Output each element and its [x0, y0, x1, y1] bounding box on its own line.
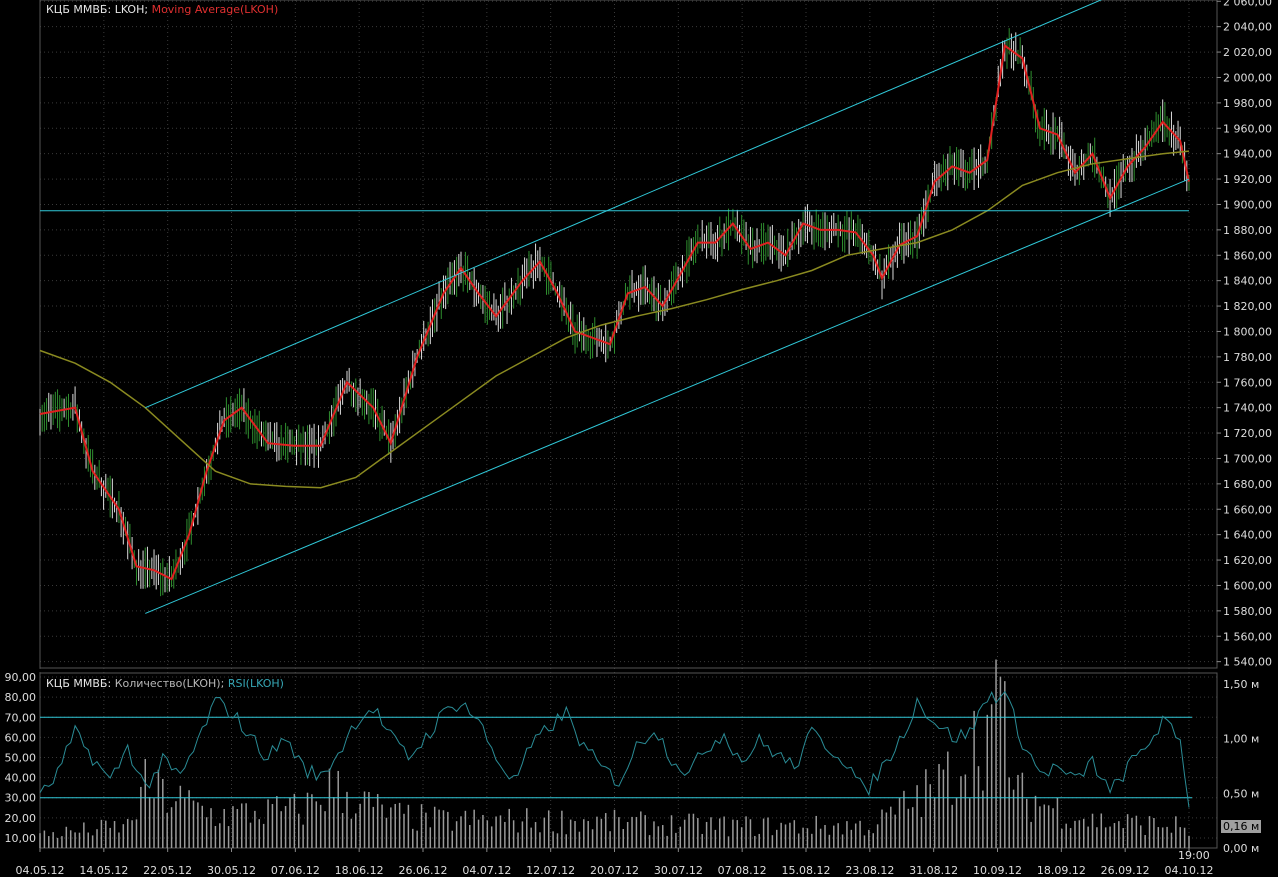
x-tick-label: 23.08.12	[845, 864, 894, 877]
y-tick-label: 1 880,00	[1223, 224, 1272, 237]
y-tick-label: 1 800,00	[1223, 325, 1272, 338]
x-tick-label: 04.07.12	[462, 864, 511, 877]
y-tick-label: 2 020,00	[1223, 46, 1272, 59]
y-tick-label: 1 840,00	[1223, 275, 1272, 288]
price-legend-ma: Moving Average(LKOH)	[151, 3, 279, 16]
y-tick-label: 2 000,00	[1223, 71, 1272, 84]
lower-legend: КЦБ ММВБ: Количество(LKOH); RSI(LKOH)	[46, 677, 284, 690]
volume-tick-label: 1,50 м	[1223, 678, 1259, 691]
lower-legend-source: КЦБ ММВБ:	[46, 677, 112, 690]
price-legend: КЦБ ММВБ: LKOH; Moving Average(LKOH)	[46, 3, 278, 16]
price-panel-frame	[39, 0, 1218, 669]
y-tick-label: 1 740,00	[1223, 402, 1272, 415]
x-tick-label: 30.05.12	[207, 864, 256, 877]
rsi-tick-label: 70,00	[5, 711, 37, 724]
x-tick-label: 30.07.12	[654, 864, 703, 877]
time-marker: 19:00	[1178, 849, 1210, 862]
y-tick-label: 1 560,00	[1223, 630, 1272, 643]
y-tick-label: 1 860,00	[1223, 249, 1272, 262]
y-tick-label: 1 940,00	[1223, 148, 1272, 161]
rsi-tick-label: 60,00	[5, 731, 37, 744]
grid	[39, 0, 1217, 848]
volume-tick-label: 1,00 м	[1223, 733, 1259, 746]
y-tick-label: 1 960,00	[1223, 122, 1272, 135]
axes	[39, 0, 1221, 852]
x-tick-label: 31.08.12	[909, 864, 958, 877]
x-tick-label: 10.09.12	[973, 864, 1022, 877]
x-tick-label: 07.08.12	[718, 864, 767, 877]
y-tick-label: 1 640,00	[1223, 529, 1272, 542]
x-tick-label: 22.05.12	[143, 864, 192, 877]
ma-fast-line	[39, 43, 1190, 581]
x-tick-label: 07.06.12	[271, 864, 320, 877]
channel-line-channel_lower	[145, 178, 1190, 614]
y-tick-label: 1 980,00	[1223, 97, 1272, 110]
y-tick-label: 1 580,00	[1223, 605, 1272, 618]
y-tick-label: 1 900,00	[1223, 198, 1272, 211]
x-tick-label: 26.06.12	[399, 864, 448, 877]
y-tick-label: 1 620,00	[1223, 554, 1272, 567]
price-legend-source: КЦБ ММВБ:	[46, 3, 112, 16]
y-tick-label: 1 540,00	[1223, 656, 1272, 669]
y-tick-label: 1 700,00	[1223, 452, 1272, 465]
volume-last-value: 0,16 м	[1221, 820, 1262, 833]
x-tick-label: 12.07.12	[526, 864, 575, 877]
y-tick-label: 1 600,00	[1223, 579, 1272, 592]
series-lines	[39, 0, 1192, 848]
price-legend-series: LKOH;	[114, 3, 149, 16]
rsi-tick-label: 20,00	[5, 812, 37, 825]
x-tick-label: 04.10.12	[1165, 864, 1214, 877]
rsi-line	[39, 690, 1190, 808]
rsi-tick-label: 50,00	[5, 751, 37, 764]
lower-legend-rsi: RSI(LKOH)	[227, 677, 284, 690]
y-tick-label: 1 780,00	[1223, 351, 1272, 364]
rsi-tick-label: 90,00	[5, 671, 37, 684]
y-tick-label: 1 820,00	[1223, 300, 1272, 313]
y-tick-label: 2 060,00	[1223, 0, 1272, 8]
y-tick-label: 1 720,00	[1223, 427, 1272, 440]
lower-legend-volume: Количество(LKOH);	[114, 677, 225, 690]
y-tick-label: 2 040,00	[1223, 21, 1272, 34]
rsi-tick-label: 10,00	[5, 832, 37, 845]
rsi-tick-label: 30,00	[5, 792, 37, 805]
volume-tick-label: 0,00 м	[1223, 842, 1259, 855]
y-tick-label: 1 660,00	[1223, 503, 1272, 516]
channel-line-channel_upper	[145, 0, 1103, 409]
y-tick-label: 1 760,00	[1223, 376, 1272, 389]
rsi-tick-label: 80,00	[5, 691, 37, 704]
rsi-tick-label: 40,00	[5, 772, 37, 785]
x-tick-label: 04.05.12	[16, 864, 65, 877]
x-tick-label: 18.06.12	[335, 864, 384, 877]
lower-panel-frame	[39, 672, 1218, 849]
x-tick-label: 26.09.12	[1101, 864, 1150, 877]
x-tick-label: 15.08.12	[782, 864, 831, 877]
ma-slow-line	[39, 150, 1190, 489]
x-tick-label: 14.05.12	[79, 864, 128, 877]
volume-tick-label: 0,50 м	[1223, 787, 1259, 800]
y-tick-label: 1 920,00	[1223, 173, 1272, 186]
tick-labels: 1 540,00 1 560,00 1 580,00 1 600,00 1 620,00…	[5, 0, 1272, 877]
y-tick-label: 1 680,00	[1223, 478, 1272, 491]
x-tick-label: 20.07.12	[590, 864, 639, 877]
x-tick-label: 18.09.12	[1037, 864, 1086, 877]
